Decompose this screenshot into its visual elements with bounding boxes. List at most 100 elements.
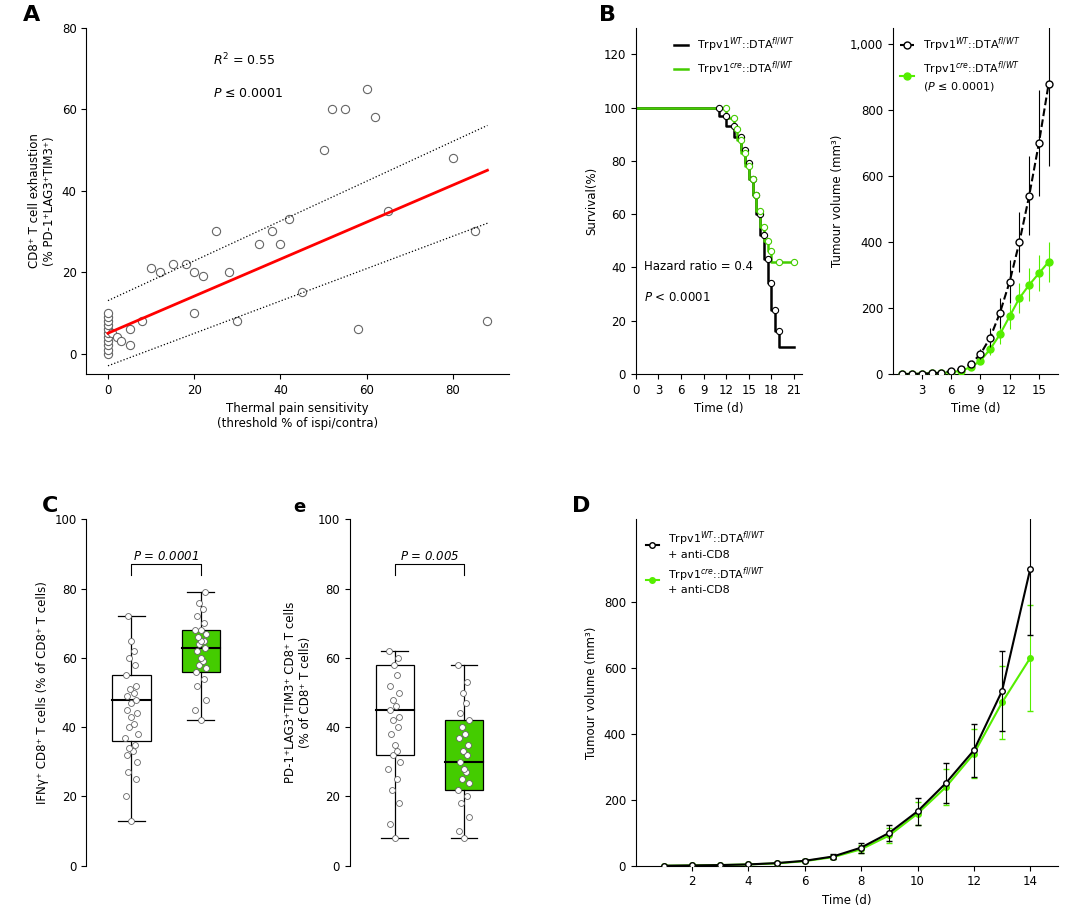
Point: [767, 303, 784, 318]
Point: [195, 671, 213, 686]
Text: e: e: [294, 498, 306, 517]
Point: [770, 255, 787, 270]
Point: [127, 693, 145, 707]
Point: [99, 330, 117, 344]
Point: [740, 157, 757, 171]
Bar: [112, 675, 150, 741]
Point: [725, 111, 742, 125]
X-axis label: Time (d): Time (d): [822, 894, 872, 907]
Point: [186, 264, 203, 279]
Point: [459, 748, 476, 763]
Legend: Trpv1$^{WT}$::DTA$^{fl/WT}$
+ anti-CD8, Trpv1$^{cre}$::DTA$^{fl/WT}$
+ anti-CD8: Trpv1$^{WT}$::DTA$^{fl/WT}$ + anti-CD8, …: [642, 525, 770, 600]
Point: [264, 224, 281, 239]
Text: C: C: [42, 496, 58, 517]
Point: [465, 224, 483, 239]
Point: [99, 309, 117, 324]
Point: [197, 585, 214, 600]
Point: [124, 744, 141, 759]
Point: [251, 236, 268, 251]
X-axis label: Time (d): Time (d): [694, 402, 743, 415]
Point: [130, 727, 147, 741]
Point: [752, 204, 769, 219]
Point: [127, 678, 145, 693]
Text: Hazard ratio = 0.4: Hazard ratio = 0.4: [644, 260, 753, 273]
Point: [99, 342, 117, 356]
Point: [747, 188, 765, 203]
Point: [737, 146, 754, 160]
Legend: Trpv1$^{WT}$::DTA$^{fl/WT}$, Trpv1$^{cre}$::DTA$^{fl/WT}$
($P$ ≤ 0.0001): Trpv1$^{WT}$::DTA$^{fl/WT}$, Trpv1$^{cre…: [899, 33, 1022, 95]
Point: [717, 100, 734, 115]
Point: [390, 709, 407, 724]
Point: [744, 172, 761, 187]
Point: [456, 831, 473, 845]
Point: [457, 727, 474, 741]
Point: [127, 772, 145, 787]
Point: [177, 257, 194, 272]
Point: [383, 748, 401, 763]
Point: [104, 326, 121, 341]
Point: [118, 748, 135, 763]
Point: [388, 744, 405, 759]
Point: [755, 220, 772, 235]
Point: [457, 695, 474, 710]
Point: [108, 330, 125, 344]
Point: [120, 720, 137, 735]
Point: [762, 276, 780, 291]
Point: [125, 644, 143, 659]
Point: [740, 158, 757, 173]
Point: [451, 754, 469, 769]
Point: [99, 306, 117, 321]
Point: [190, 658, 207, 672]
Point: [315, 143, 333, 157]
Point: [389, 772, 406, 787]
Text: A: A: [23, 5, 40, 25]
Point: [478, 314, 496, 329]
Point: [752, 206, 769, 221]
Point: [454, 720, 471, 735]
Point: [198, 626, 215, 641]
Point: [710, 100, 727, 115]
Point: [359, 81, 376, 96]
Point: [383, 782, 401, 797]
Point: [770, 324, 787, 339]
Bar: [376, 665, 414, 755]
Point: [126, 658, 144, 672]
Point: [755, 228, 772, 243]
Point: [151, 264, 168, 279]
Legend: Trpv1$^{WT}$::DTA$^{fl/WT}$, Trpv1$^{cre}$::DTA$^{fl/WT}$: Trpv1$^{WT}$::DTA$^{fl/WT}$, Trpv1$^{cre…: [672, 33, 796, 80]
Point: [459, 737, 476, 752]
Text: $P$ = 0.005: $P$ = 0.005: [400, 550, 459, 563]
Point: [129, 754, 146, 769]
Point: [121, 682, 138, 696]
X-axis label: Thermal pain sensitivity
(threshold % of ispi/contra): Thermal pain sensitivity (threshold % of…: [217, 402, 378, 430]
Point: [99, 326, 117, 341]
Y-axis label: Survival(%): Survival(%): [585, 167, 598, 235]
Point: [121, 338, 138, 353]
Point: [129, 706, 146, 721]
Point: [337, 101, 354, 116]
Point: [194, 654, 212, 669]
Y-axis label: Tumour volume (mm³): Tumour volume (mm³): [585, 626, 598, 759]
Point: [382, 678, 400, 693]
Point: [460, 810, 477, 824]
Point: [121, 321, 138, 336]
Point: [164, 257, 181, 272]
Y-axis label: PD-1⁺LAG3⁺TIM3⁺ CD8⁺ T cells
(% of CD8⁺ T cells): PD-1⁺LAG3⁺TIM3⁺ CD8⁺ T cells (% of CD8⁺ …: [284, 602, 312, 783]
Point: [125, 717, 143, 731]
Point: [118, 668, 135, 682]
Point: [457, 764, 474, 779]
Point: [99, 318, 117, 332]
Point: [118, 789, 135, 804]
Point: [122, 709, 139, 724]
Point: [123, 695, 140, 710]
Point: [461, 775, 478, 790]
Point: [143, 261, 160, 275]
Point: [324, 101, 341, 116]
Point: [388, 668, 405, 682]
Point: [120, 609, 137, 624]
Point: [381, 817, 399, 832]
Text: $P$ < 0.0001: $P$ < 0.0001: [644, 291, 711, 304]
Point: [272, 236, 289, 251]
Point: [454, 772, 471, 787]
Point: [118, 703, 135, 717]
